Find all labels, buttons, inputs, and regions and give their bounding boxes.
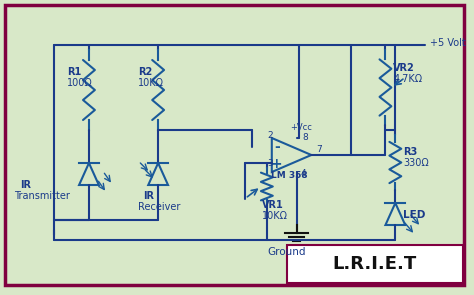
Text: IR: IR (143, 191, 155, 201)
Text: -: - (274, 140, 280, 153)
Text: Transmitter: Transmitter (14, 191, 70, 201)
Text: 100Ω: 100Ω (67, 78, 93, 88)
Text: L.R.I.E.T: L.R.I.E.T (332, 255, 417, 273)
Text: 4.7KΩ: 4.7KΩ (393, 74, 422, 84)
FancyBboxPatch shape (287, 245, 463, 283)
Text: +: + (271, 157, 283, 171)
Text: Receiver: Receiver (138, 202, 181, 212)
Text: 3: 3 (267, 158, 273, 168)
Text: LM 358: LM 358 (271, 171, 308, 179)
Text: R3: R3 (403, 147, 418, 157)
Text: 330Ω: 330Ω (403, 158, 429, 168)
Text: LED: LED (403, 210, 426, 220)
Text: 8: 8 (302, 134, 308, 142)
Text: R2: R2 (138, 67, 153, 77)
Text: IR: IR (20, 180, 31, 190)
Text: +5 Volt: +5 Volt (430, 38, 465, 48)
Text: +Vcc: +Vcc (291, 122, 312, 132)
Text: R1: R1 (67, 67, 82, 77)
Text: 4: 4 (301, 168, 306, 178)
Text: VR2: VR2 (393, 63, 415, 73)
Text: Ground: Ground (267, 247, 306, 257)
FancyBboxPatch shape (5, 5, 464, 285)
Text: 10KΩ: 10KΩ (262, 211, 288, 221)
Text: VR1: VR1 (262, 200, 283, 210)
Text: 2: 2 (267, 130, 273, 140)
Text: 7: 7 (316, 145, 322, 155)
Text: 10KΩ: 10KΩ (138, 78, 164, 88)
